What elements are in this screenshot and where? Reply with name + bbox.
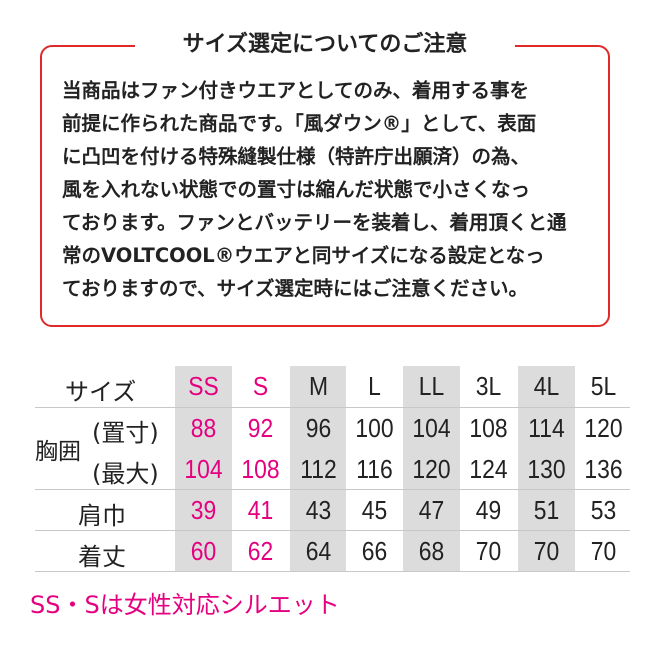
- chest-max-cell: 136: [584, 454, 623, 484]
- chest-flat-cell: 88: [190, 413, 217, 443]
- chest-max-cell: 120: [412, 454, 451, 484]
- shoulder-cell: 43: [305, 495, 332, 525]
- chest-max-cell: 108: [241, 454, 280, 484]
- chest-max-cell: 116: [356, 454, 393, 484]
- length-label: 着丈: [78, 543, 126, 571]
- chest-max-cell: 130: [527, 454, 566, 484]
- chest-flat-cell: 100: [355, 413, 394, 443]
- chest-max-cell: 124: [469, 454, 508, 484]
- notice-body: 当商品はファン付きウエアとしてのみ、着用する事を 前提に作られた商品です。「風ダ…: [62, 74, 592, 305]
- notice-title: サイズ選定についてのご注意: [135, 28, 515, 62]
- size-header: SS: [188, 371, 219, 401]
- row-divider: [35, 489, 630, 490]
- shoulder-cell: 53: [590, 495, 617, 525]
- shoulder-cell: 45: [361, 495, 388, 525]
- shoulder-label: 肩巾: [78, 502, 126, 530]
- shoulder-cell: 51: [533, 495, 560, 525]
- chest-label: 胸囲: [35, 439, 81, 465]
- notice-line: ておりますので、サイズ選定時にはご注意ください。: [62, 277, 529, 300]
- size-header: 4L: [533, 371, 560, 401]
- chest-flat-cell: 108: [469, 413, 508, 443]
- column-band: [518, 366, 575, 572]
- length-cell: 60: [190, 536, 217, 566]
- shoulder-cell: 41: [247, 495, 274, 525]
- notice-line: 当商品はファン付きウエアとしてのみ、着用する事を: [62, 79, 530, 102]
- length-cell: 70: [533, 536, 560, 566]
- chest-flat-label: (置寸): [92, 419, 159, 447]
- size-header: L: [368, 371, 381, 401]
- size-header: M: [308, 371, 329, 401]
- column-band: [175, 366, 232, 572]
- chest-flat-cell: 114: [528, 413, 565, 443]
- notice-line: ております。ファンとバッテリーを装着し、着用頂くと通: [62, 211, 567, 234]
- size-header: LL: [418, 371, 445, 401]
- chest-max-cell: 112: [300, 454, 337, 484]
- chest-flat-cell: 104: [412, 413, 451, 443]
- row-divider: [35, 571, 630, 572]
- size-header: 3L: [475, 371, 502, 401]
- chest-flat-cell: 96: [305, 413, 332, 443]
- chest-max-cell: 104: [184, 454, 223, 484]
- notice-line: 風を入れない状態での置寸は縮んだ状態で小さくなっ: [62, 178, 531, 201]
- chest-flat-cell: 92: [247, 413, 274, 443]
- column-band: [290, 366, 346, 572]
- shoulder-cell: 47: [418, 495, 445, 525]
- column-band: [403, 366, 460, 572]
- length-cell: 62: [247, 536, 274, 566]
- chest-flat-cell: 120: [584, 413, 623, 443]
- row-divider: [35, 407, 630, 408]
- size-header: 5L: [590, 371, 617, 401]
- length-cell: 70: [475, 536, 502, 566]
- length-cell: 70: [590, 536, 617, 566]
- shoulder-cell: 39: [190, 495, 217, 525]
- chest-max-label: (最大): [92, 460, 159, 488]
- shoulder-cell: 49: [475, 495, 502, 525]
- row-divider: [35, 530, 630, 531]
- size-label: サイズ: [65, 378, 137, 406]
- notice-line: に凸凹を付ける特殊縫製仕様（特許庁出願済）の為、: [62, 145, 531, 168]
- notice-line: 常のVOLTCOOL®ウエアと同サイズになる設定となっ: [62, 244, 545, 267]
- length-cell: 66: [361, 536, 388, 566]
- notice-line: 前提に作られた商品です。「風ダウン®」として、表面: [62, 112, 537, 135]
- footnote: SS・Sは女性対応シルエット: [30, 591, 340, 619]
- length-cell: 68: [418, 536, 445, 566]
- length-cell: 64: [305, 536, 332, 566]
- size-header: S: [252, 371, 269, 401]
